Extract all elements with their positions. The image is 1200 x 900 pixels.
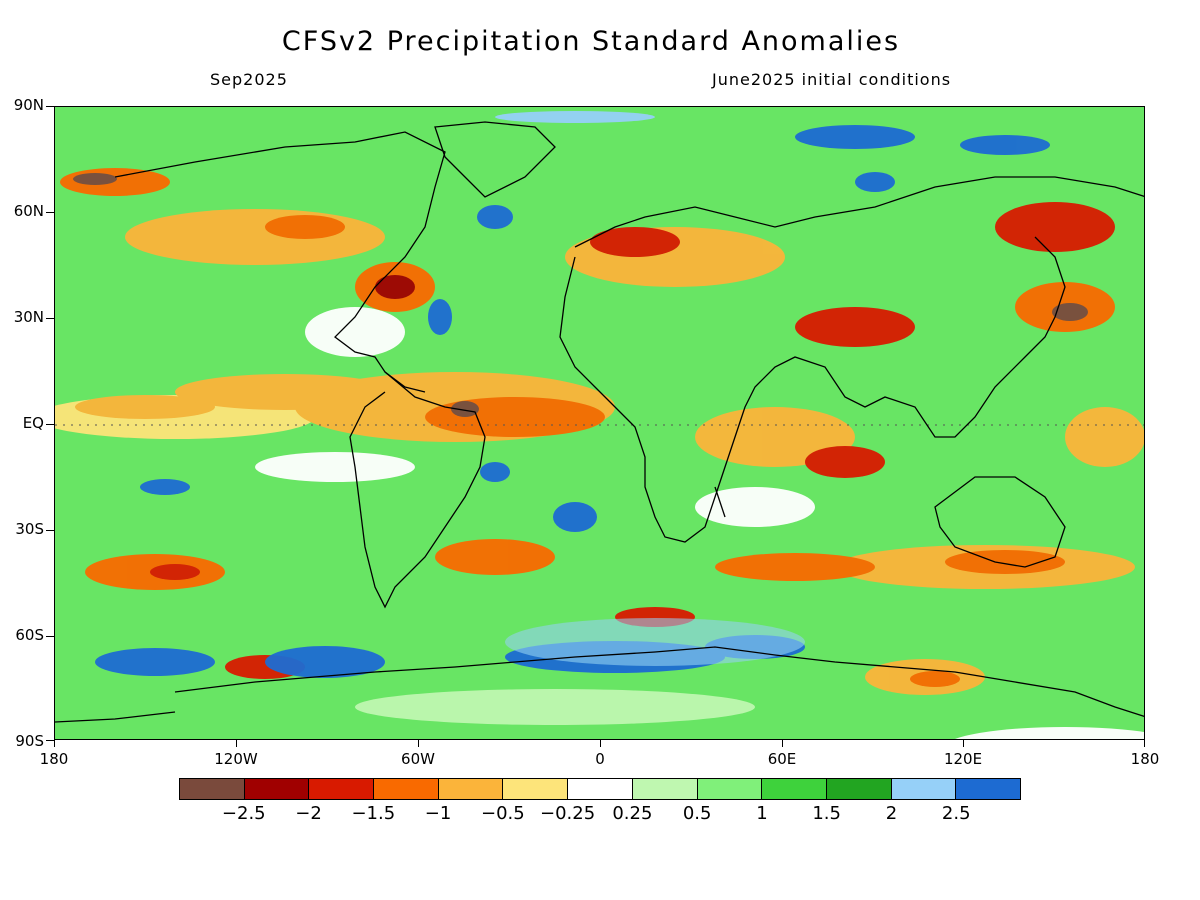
lat-tick bbox=[46, 636, 54, 637]
legend-swatch bbox=[956, 779, 1020, 799]
lon-label-60w: 60W bbox=[401, 750, 435, 768]
lat-label-30s: 30S bbox=[15, 520, 44, 538]
lat-label-eq: EQ bbox=[22, 414, 44, 432]
legend-swatch bbox=[438, 779, 504, 799]
legend-label: 1 bbox=[756, 803, 768, 824]
lat-tick bbox=[46, 424, 54, 425]
legend-swatch bbox=[632, 779, 698, 799]
legend-label: 2 bbox=[885, 803, 898, 824]
lon-label-180w: 180 bbox=[39, 750, 69, 768]
lat-tick bbox=[46, 106, 54, 107]
lat-tick bbox=[46, 212, 54, 213]
valid-month-label: Sep2025 bbox=[210, 70, 288, 89]
lon-tick bbox=[236, 740, 237, 747]
legend-label: 0.5 bbox=[682, 803, 712, 824]
legend-swatch bbox=[568, 779, 633, 799]
legend-label: −0.5 bbox=[480, 803, 525, 824]
lat-label-60n: 60N bbox=[13, 202, 44, 220]
lon-tick bbox=[418, 740, 419, 747]
legend-label: −1 bbox=[424, 803, 452, 824]
legend-label: 0.25 bbox=[612, 803, 653, 824]
lon-label-120e: 120E bbox=[943, 750, 983, 768]
legend-swatch bbox=[891, 779, 957, 799]
legend-swatch bbox=[309, 779, 375, 799]
legend-label: −2 bbox=[295, 803, 322, 824]
legend-swatch bbox=[697, 779, 763, 799]
legend-label: 2.5 bbox=[941, 803, 971, 824]
lat-tick bbox=[46, 740, 54, 741]
legend-swatch bbox=[762, 779, 827, 799]
lon-tick bbox=[782, 740, 783, 747]
anomaly-map bbox=[54, 106, 1145, 740]
lon-tick bbox=[963, 740, 964, 747]
lat-label-90s: 90S bbox=[15, 732, 44, 750]
lon-label-120w: 120W bbox=[214, 750, 258, 768]
initial-conditions-label: June2025 initial conditions bbox=[712, 70, 952, 89]
lon-label-180e: 180 bbox=[1130, 750, 1160, 768]
lon-label-0: 0 bbox=[595, 750, 605, 768]
lat-label-60s: 60S bbox=[15, 626, 44, 644]
lat-label-30n: 30N bbox=[13, 308, 44, 326]
legend-label: 1.5 bbox=[812, 803, 841, 824]
lat-tick bbox=[46, 318, 54, 319]
lat-label-90n: 90N bbox=[13, 96, 44, 114]
anomaly-field bbox=[55, 107, 1144, 739]
legend-swatch bbox=[826, 779, 892, 799]
legend-swatch bbox=[244, 779, 310, 799]
legend-label: −2.5 bbox=[221, 803, 266, 824]
color-legend bbox=[179, 778, 1021, 800]
lat-tick bbox=[46, 530, 54, 531]
legend-swatch bbox=[374, 779, 439, 799]
legend-swatch bbox=[180, 779, 245, 799]
legend-label: −0.25 bbox=[540, 803, 596, 824]
map-title: CFSv2 Precipitation Standard Anomalies bbox=[281, 26, 901, 57]
lon-tick bbox=[1144, 740, 1145, 747]
legend-swatch bbox=[503, 779, 569, 799]
lon-tick bbox=[54, 740, 55, 747]
lon-tick bbox=[600, 740, 601, 747]
lon-label-60e: 60E bbox=[767, 750, 797, 768]
legend-label: −1.5 bbox=[351, 803, 396, 824]
